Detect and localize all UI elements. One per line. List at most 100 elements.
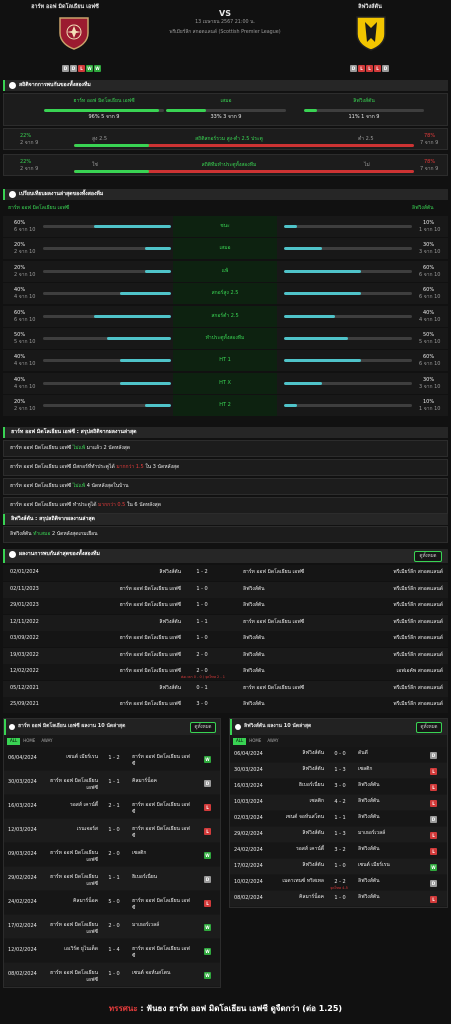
result-row[interactable]: 29/02/2024 ลิฟวิงส์ตัน 1 - 3 มาเธอร์เวลล์ L [230, 827, 447, 842]
result-row[interactable]: 17/02/2024 ลิฟวิงส์ตัน 1 - 0 เซนต์ เมียร์เร… [230, 859, 447, 874]
home-last10-view-all-button[interactable]: ดูทั้งหมด [190, 722, 216, 733]
h2h-row[interactable]: 02/11/2023 ฮาร์ท ออฟ มิดโลเธียน เอฟซี 1 - … [3, 581, 448, 598]
home-team[interactable]: คิลมาร์น็อค [299, 894, 324, 900]
home-team[interactable]: ฮาร์ท ออฟ มิดโลเธียน เอฟซี [119, 585, 181, 592]
result-row[interactable]: 16/03/2024 ฮิเบอร์เนี่ยน 3 - 0 ลิฟวิงส์ตัน L [230, 779, 447, 794]
home-team[interactable]: ฮาร์ท ออฟ มิดโลเธียน เอฟซี [119, 701, 181, 707]
away-team[interactable]: ดันดี [358, 750, 368, 756]
home-team[interactable]: เรนเจอร์ส [76, 826, 98, 832]
away-team[interactable]: ฮาร์ท ออฟ มิดโลเธียน เอฟซี [243, 684, 305, 691]
away-team[interactable]: ฮาร์ท ออฟ มิดโลเธียน เอฟซี [132, 946, 190, 959]
home-team[interactable]: รอสส์ เคาน์ตี้ [296, 846, 324, 852]
tab-away[interactable]: AWAY [41, 738, 53, 743]
result-row[interactable]: 30/03/2024 ฮาร์ท ออฟ มิดโลเธียน เอฟซี 1 - … [4, 771, 220, 794]
result-row[interactable]: 10/03/2024 เซลติก 4 - 2 ลิฟวิงส์ตัน L [230, 795, 447, 810]
home-team[interactable]: ลิฟวิงส์ตัน [302, 830, 324, 836]
home-team[interactable]: เซลติก [309, 798, 324, 804]
result-row[interactable]: 30/03/2024 ลิฟวิงส์ตัน 1 - 3 เซลติก L [230, 763, 447, 778]
result-row[interactable]: 10/02/2024 เมดาเทนซ์ ทริสเทล 2 - 2 จุดโทษ 4… [230, 875, 447, 890]
result-row[interactable]: 08/02/2024 คิลมาร์น็อค 1 - 0 ลิฟวิงส์ตัน L [230, 891, 447, 906]
home-team[interactable]: ฮิเบอร์เนี่ยน [298, 782, 324, 788]
away-team[interactable]: มาเธอร์เวลล์ [132, 922, 160, 928]
h2h-row[interactable]: 19/03/2022 ฮาร์ท ออฟ มิดโลเธียน เอฟซี 2 - … [3, 647, 448, 664]
home-team[interactable]: เมดาเทนซ์ ทริสเทล [282, 878, 324, 884]
result-row[interactable]: 24/02/2024 รอสส์ เคาน์ตี้ 3 - 2 ลิฟวิงส์ตัน… [230, 843, 447, 858]
h2h-view-all-button[interactable]: ดูทั้งหมด [414, 551, 442, 562]
away-team[interactable]: ฮาร์ท ออฟ มิดโลเธียน เอฟซี [132, 826, 190, 839]
h2h-row[interactable]: 12/02/2022 ฮาร์ท ออฟ มิดโลเธียน เอฟซี 2 - … [3, 664, 448, 680]
away-team[interactable]: ลิฟวิงส์ตัน [243, 701, 265, 707]
league-name[interactable]: พรีเมียร์ลีก สกอตแลนด์ [393, 684, 443, 691]
away-team[interactable]: ฮาร์ท ออฟ มิดโลเธียน เอฟซี [132, 802, 190, 815]
away-team-crest[interactable] [353, 14, 389, 52]
home-team[interactable]: เซนต์ จอห์นสโตน [285, 814, 324, 820]
away-team[interactable]: ลิฟวิงส์ตัน [243, 668, 265, 674]
away-team[interactable]: เซลติก [358, 766, 373, 772]
home-team-crest[interactable] [56, 15, 92, 51]
league-name[interactable]: พรีเมียร์ลีก สกอตแลนด์ [393, 651, 443, 658]
home-team[interactable]: ฮาร์ท ออฟ มิดโลเธียน เอฟซี [50, 850, 98, 863]
away-team[interactable]: ลิฟวิงส์ตัน [358, 814, 380, 820]
result-row[interactable]: 06/04/2024 ลิฟวิงส์ตัน 0 - 0 ดันดี D [230, 747, 447, 762]
away-team[interactable]: ลิฟวิงส์ตัน [358, 846, 380, 852]
home-team[interactable]: ลิฟวิงส์ตัน [302, 766, 324, 772]
away-team[interactable]: เซนต์ เมียร์เรน [358, 862, 390, 868]
tab-home[interactable]: HOME [249, 738, 262, 743]
away-team[interactable]: คิลมาร์น็อค [132, 778, 157, 784]
home-team[interactable]: ฮาร์ท ออฟ มิดโลเธียน เอฟซี [119, 651, 181, 658]
away-last10-view-all-button[interactable]: ดูทั้งหมด [416, 722, 442, 733]
h2h-row[interactable]: 29/01/2023 ฮาร์ท ออฟ มิดโลเธียน เอฟซี 1 - … [3, 598, 448, 614]
away-team[interactable]: ลิฟวิงส์ตัน [243, 585, 265, 592]
league-name[interactable]: พรีเมียร์ลีก สกอตแลนด์ [393, 585, 443, 592]
result-row[interactable]: 24/02/2024 คิลมาร์น็อค 5 - 0 ฮาร์ท ออฟ มิดโ… [4, 891, 220, 914]
h2h-row[interactable]: 05/12/2021 ลิฟวิงส์ตัน 0 - 1 ฮาร์ท ออฟ มิดโ… [3, 680, 448, 697]
tab-home[interactable]: HOME [23, 738, 36, 743]
away-team[interactable]: ลิฟวิงส์ตัน [243, 602, 265, 608]
home-team-name[interactable]: ฮาร์ท ออฟ มิดโลเธียน เอฟซี [31, 4, 99, 10]
home-team[interactable]: ฮาร์ท ออฟ มิดโลเธียน เอฟซี [119, 635, 181, 641]
result-row[interactable]: 12/02/2024 เอเวิร์ต ยูไนเต็ด 1 - 4 ฮาร์ท ออ… [4, 939, 220, 962]
league-name[interactable]: พรีเมียร์ลีก สกอตแลนด์ [393, 635, 443, 641]
result-row[interactable]: 09/03/2024 ฮาร์ท ออฟ มิดโลเธียน เอฟซี 2 - … [4, 843, 220, 866]
home-team[interactable]: เซนต์ เมียร์เรน [66, 754, 98, 760]
away-team[interactable]: ลิฟวิงส์ตัน [358, 782, 380, 788]
home-team[interactable]: ฮาร์ท ออฟ มิดโลเธียน เอฟซี [50, 922, 98, 935]
home-team[interactable]: ฮาร์ท ออฟ มิดโลเธียน เอฟซี [119, 602, 181, 608]
home-team[interactable]: ลิฟวิงส์ตัน [302, 750, 324, 756]
league-name[interactable]: เอฟเอคัพ สกอตแลนด์ [396, 668, 443, 674]
away-team[interactable]: ฮาร์ท ออฟ มิดโลเธียน เอฟซี [132, 754, 190, 767]
result-row[interactable]: 08/02/2024 ฮาร์ท ออฟ มิดโลเธียน เอฟซี 1 - … [4, 963, 220, 986]
league-name[interactable]: พรีเมียร์ลีก สกอตแลนด์ [393, 701, 443, 707]
tab-away[interactable]: AWAY [267, 738, 279, 743]
away-team-name[interactable]: ลิฟวิงส์ตัน [358, 4, 382, 10]
away-team[interactable]: เซลติก [132, 850, 147, 856]
h2h-row[interactable]: 03/09/2022 ฮาร์ท ออฟ มิดโลเธียน เอฟซี 1 - … [3, 631, 448, 647]
tab-all[interactable]: ALL [233, 738, 247, 745]
away-team[interactable]: ฮาร์ท ออฟ มิดโลเธียน เอฟซี [243, 569, 305, 575]
away-team[interactable]: ลิฟวิงส์ตัน [358, 878, 380, 884]
h2h-row[interactable]: 12/11/2022 ลิฟวิงส์ตัน 1 - 1 ฮาร์ท ออฟ มิดโ… [3, 614, 448, 631]
home-team[interactable]: ฮาร์ท ออฟ มิดโลเธียน เอฟซี [119, 668, 181, 674]
home-team[interactable]: ฮาร์ท ออฟ มิดโลเธียน เอฟซี [50, 970, 98, 983]
away-team[interactable]: มาเธอร์เวลล์ [358, 830, 386, 836]
result-row[interactable]: 02/03/2024 เซนต์ จอห์นสโตน 1 - 1 ลิฟวิงส์ตั… [230, 811, 447, 826]
home-team[interactable]: ลิฟวิงส์ตัน [159, 618, 181, 625]
tab-all[interactable]: ALL [7, 738, 21, 745]
away-team[interactable]: ลิฟวิงส์ตัน [243, 635, 265, 641]
result-row[interactable]: 06/04/2024 เซนต์ เมียร์เรน 1 - 2 ฮาร์ท ออฟ … [4, 747, 220, 770]
league-name[interactable]: พรีเมียร์ลีก สกอตแลนด์ [393, 569, 443, 575]
away-team[interactable]: ฮิเบอร์เนี่ยน [132, 874, 158, 880]
away-team[interactable]: ลิฟวิงส์ตัน [358, 798, 380, 804]
home-team[interactable]: ฮาร์ท ออฟ มิดโลเธียน เอฟซี [50, 778, 98, 791]
home-team[interactable]: ลิฟวิงส์ตัน [159, 569, 181, 575]
away-team[interactable]: ลิฟวิงส์ตัน [243, 651, 265, 658]
home-team[interactable]: รอสส์ เคาน์ตี้ [70, 802, 98, 808]
h2h-row[interactable]: 02/01/2024 ลิฟวิงส์ตัน 1 - 2 ฮาร์ท ออฟ มิดโ… [3, 565, 448, 581]
away-team[interactable]: เซนต์ จอห์นสโตน [132, 970, 171, 976]
result-row[interactable]: 12/03/2024 เรนเจอร์ส 1 - 0 ฮาร์ท ออฟ มิดโลเ… [4, 819, 220, 842]
result-row[interactable]: 29/02/2024 ฮาร์ท ออฟ มิดโลเธียน เอฟซี 1 - … [4, 867, 220, 890]
home-team[interactable]: เอเวิร์ต ยูไนเต็ด [64, 946, 98, 952]
result-row[interactable]: 16/03/2024 รอสส์ เคาน์ตี้ 2 - 1 ฮาร์ท ออฟ ม… [4, 795, 220, 818]
away-team[interactable]: ฮาร์ท ออฟ มิดโลเธียน เอฟซี [132, 898, 190, 911]
league-name[interactable]: พรีเมียร์ลีก สกอตแลนด์ (Scottish Premier… [169, 30, 281, 35]
